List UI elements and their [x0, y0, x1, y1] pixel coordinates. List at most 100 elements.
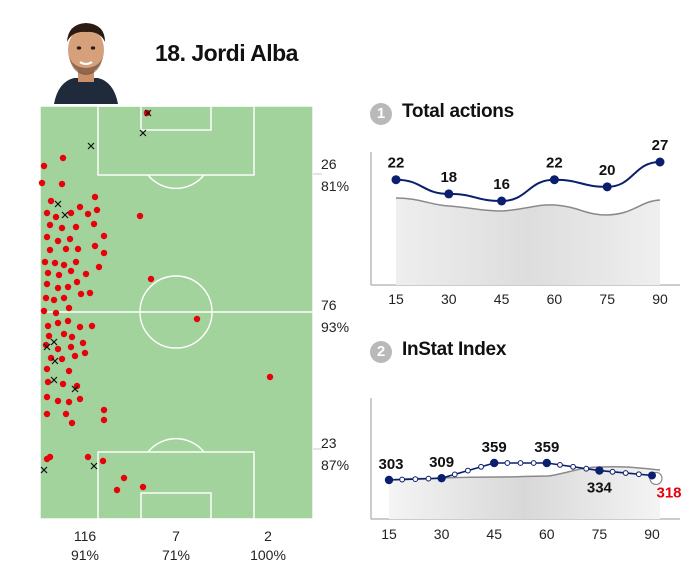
data-labels: 303 309 359 359 334 318: [378, 439, 681, 501]
successful-action-dot: [46, 453, 54, 461]
successful-action-dot: [100, 249, 108, 257]
successful-action-dot: [65, 367, 73, 375]
successful-action-dot: [72, 258, 80, 266]
failed-action-cross: [50, 338, 58, 346]
channel-count: 7: [172, 528, 180, 544]
data-label: 303: [378, 456, 403, 473]
data-point: [497, 196, 507, 206]
successful-action-dot: [41, 258, 49, 266]
channel-stat: 2 100%: [238, 527, 298, 565]
failed-action-cross: [50, 376, 58, 384]
successful-action-dot: [43, 365, 51, 373]
successful-action-dot: [84, 453, 92, 461]
successful-actions: [38, 109, 274, 494]
successful-action-dot: [66, 235, 74, 243]
x-tick-label: 30: [434, 526, 450, 542]
minor-point: [504, 460, 511, 466]
successful-action-dot: [139, 483, 147, 491]
successful-action-dot: [54, 237, 62, 245]
successful-action-dot: [40, 162, 48, 170]
successful-action-dot: [52, 213, 60, 221]
minor-point: [517, 460, 524, 466]
zone-count: 26: [321, 156, 337, 172]
x-tick-label: 75: [592, 526, 608, 542]
successful-action-dot: [40, 307, 48, 315]
comparison-line: [395, 197, 661, 216]
successful-action-dot: [43, 209, 51, 217]
data-point: [648, 471, 656, 480]
successful-action-dot: [100, 416, 108, 424]
avatar: [50, 12, 122, 104]
successful-action-dot: [91, 242, 99, 250]
failed-action-cross: [90, 462, 98, 470]
channel-count: 116: [73, 528, 97, 544]
successful-action-dot: [64, 283, 72, 291]
failed-action-cross: [144, 109, 152, 117]
chart-title: InStat Index: [402, 339, 507, 360]
channel-count: 2: [264, 528, 272, 544]
failed-action-cross: [40, 466, 48, 474]
x-tick-label: 30: [441, 291, 457, 307]
successful-action-dot: [45, 332, 53, 340]
successful-action-dot: [74, 245, 82, 253]
successful-action-dot: [42, 294, 50, 302]
minor-point: [478, 463, 484, 470]
data-label: 318: [656, 484, 681, 501]
data-label: 22: [546, 155, 563, 172]
data-label: 18: [440, 169, 457, 186]
x-tick-labels: 15 30 45 60 75 90: [381, 526, 660, 542]
successful-action-dot: [266, 373, 274, 381]
data-label: 309: [429, 454, 454, 471]
successful-action-dot: [147, 275, 155, 283]
zone-stat: 76 93%: [321, 296, 349, 336]
minor-point: [399, 476, 406, 483]
channel-pct: 71%: [161, 547, 191, 563]
successful-action-dot: [52, 309, 60, 317]
successful-action-dot: [58, 224, 66, 232]
minor-point: [412, 476, 419, 482]
minor-point: [557, 461, 563, 468]
data-label: 22: [388, 155, 405, 172]
successful-action-dot: [67, 267, 75, 275]
data-label: 359: [482, 439, 507, 456]
successful-action-dot: [93, 206, 101, 214]
zone-stat: 23 87%: [321, 434, 349, 474]
data-point: [655, 157, 665, 167]
successful-action-dot: [43, 410, 51, 418]
successful-action-dot: [38, 179, 46, 187]
successful-action-dot: [76, 323, 84, 331]
minor-point: [609, 468, 616, 475]
x-tick-label: 60: [539, 526, 555, 542]
failed-action-cross: [139, 129, 147, 137]
successful-action-dot: [67, 343, 75, 351]
minor-point: [425, 475, 432, 482]
successful-action-dot: [54, 397, 62, 405]
successful-action-dot: [43, 233, 51, 241]
successful-action-dot: [54, 319, 62, 327]
successful-action-dot: [64, 317, 72, 325]
data-point: [384, 475, 394, 485]
zone-pct: 81%: [321, 178, 350, 194]
successful-action-dot: [54, 284, 62, 292]
zone-count: 23: [321, 435, 337, 451]
successful-action-dot: [59, 154, 67, 162]
data-point: [490, 458, 499, 468]
successful-action-dot: [100, 406, 108, 414]
data-point: [542, 458, 551, 468]
comparison-area: [389, 466, 660, 519]
successful-action-dot: [54, 345, 62, 353]
successful-action-dot: [76, 395, 84, 403]
zone-pct: 93%: [321, 319, 350, 335]
successful-action-dot: [44, 378, 52, 386]
failed-action-cross: [71, 385, 79, 393]
data-labels: 22 18 16 22 20 27: [388, 137, 669, 193]
series-line: [395, 161, 661, 203]
successful-action-dot: [120, 474, 128, 482]
successful-action-dot: [60, 294, 68, 302]
channel-pct: 91%: [70, 547, 100, 563]
successful-action-dot: [60, 261, 68, 269]
successful-action-dot: [136, 212, 144, 220]
